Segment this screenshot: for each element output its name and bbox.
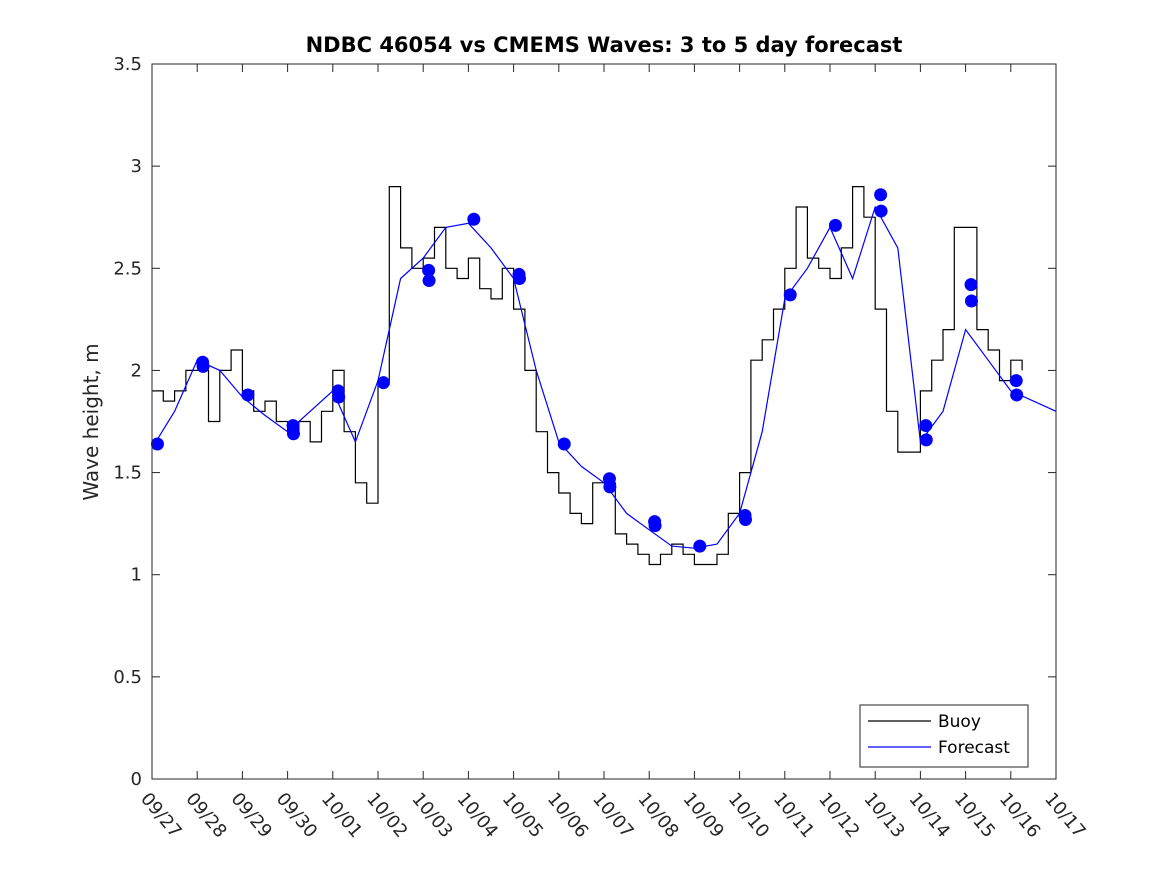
forecast-marker xyxy=(828,218,842,232)
forecast-marker xyxy=(648,519,662,533)
forecast-marker xyxy=(286,427,300,441)
y-tick-label: 1.5 xyxy=(113,463,142,484)
forecast-marker xyxy=(422,263,436,277)
forecast-marker xyxy=(150,437,164,451)
forecast-marker xyxy=(693,539,707,553)
y-tick-label: 2 xyxy=(131,360,142,381)
forecast-marker xyxy=(422,274,436,288)
forecast-marker xyxy=(874,188,888,202)
forecast-marker xyxy=(467,212,481,226)
y-tick-label: 3.5 xyxy=(113,54,142,75)
plot-frame xyxy=(151,63,1057,780)
legend-forecast-label: Forecast xyxy=(938,738,1010,758)
forecast-marker xyxy=(332,390,346,404)
y-tick-label: 1 xyxy=(131,565,142,586)
forecast-marker xyxy=(874,204,888,218)
y-tick-label: 3 xyxy=(131,156,142,177)
forecast-marker xyxy=(557,437,571,451)
forecast-marker xyxy=(919,419,933,433)
legend: Buoy Forecast xyxy=(859,704,1029,768)
forecast-marker xyxy=(964,278,978,292)
forecast-marker xyxy=(919,433,933,447)
chart-title: NDBC 46054 vs CMEMS Waves: 3 to 5 day fo… xyxy=(306,33,903,57)
y-axis-label: Wave height, m xyxy=(79,343,103,500)
y-tick-label: 0.5 xyxy=(113,667,142,688)
marker-layer xyxy=(150,188,1024,553)
y-tick-label: 2.5 xyxy=(113,258,142,279)
forecast-marker xyxy=(376,376,390,390)
forecast-marker xyxy=(783,288,797,302)
forecast-marker xyxy=(1009,374,1023,388)
forecast-marker xyxy=(196,359,210,373)
forecast-marker xyxy=(512,272,526,285)
y-tick-label: 0 xyxy=(131,769,142,790)
y-axis-ticks: 0 0.5 1 1.5 2 2.5 3 3.5 xyxy=(113,54,1056,790)
series-line-forecast xyxy=(151,205,1057,549)
forecast-marker xyxy=(1010,388,1024,402)
forecast-marker xyxy=(241,388,255,402)
forecast-marker xyxy=(603,480,617,494)
legend-buoy-label: Buoy xyxy=(938,712,981,732)
forecast-marker xyxy=(738,513,752,527)
legend-box xyxy=(859,704,1029,768)
forecast-marker xyxy=(964,294,978,308)
